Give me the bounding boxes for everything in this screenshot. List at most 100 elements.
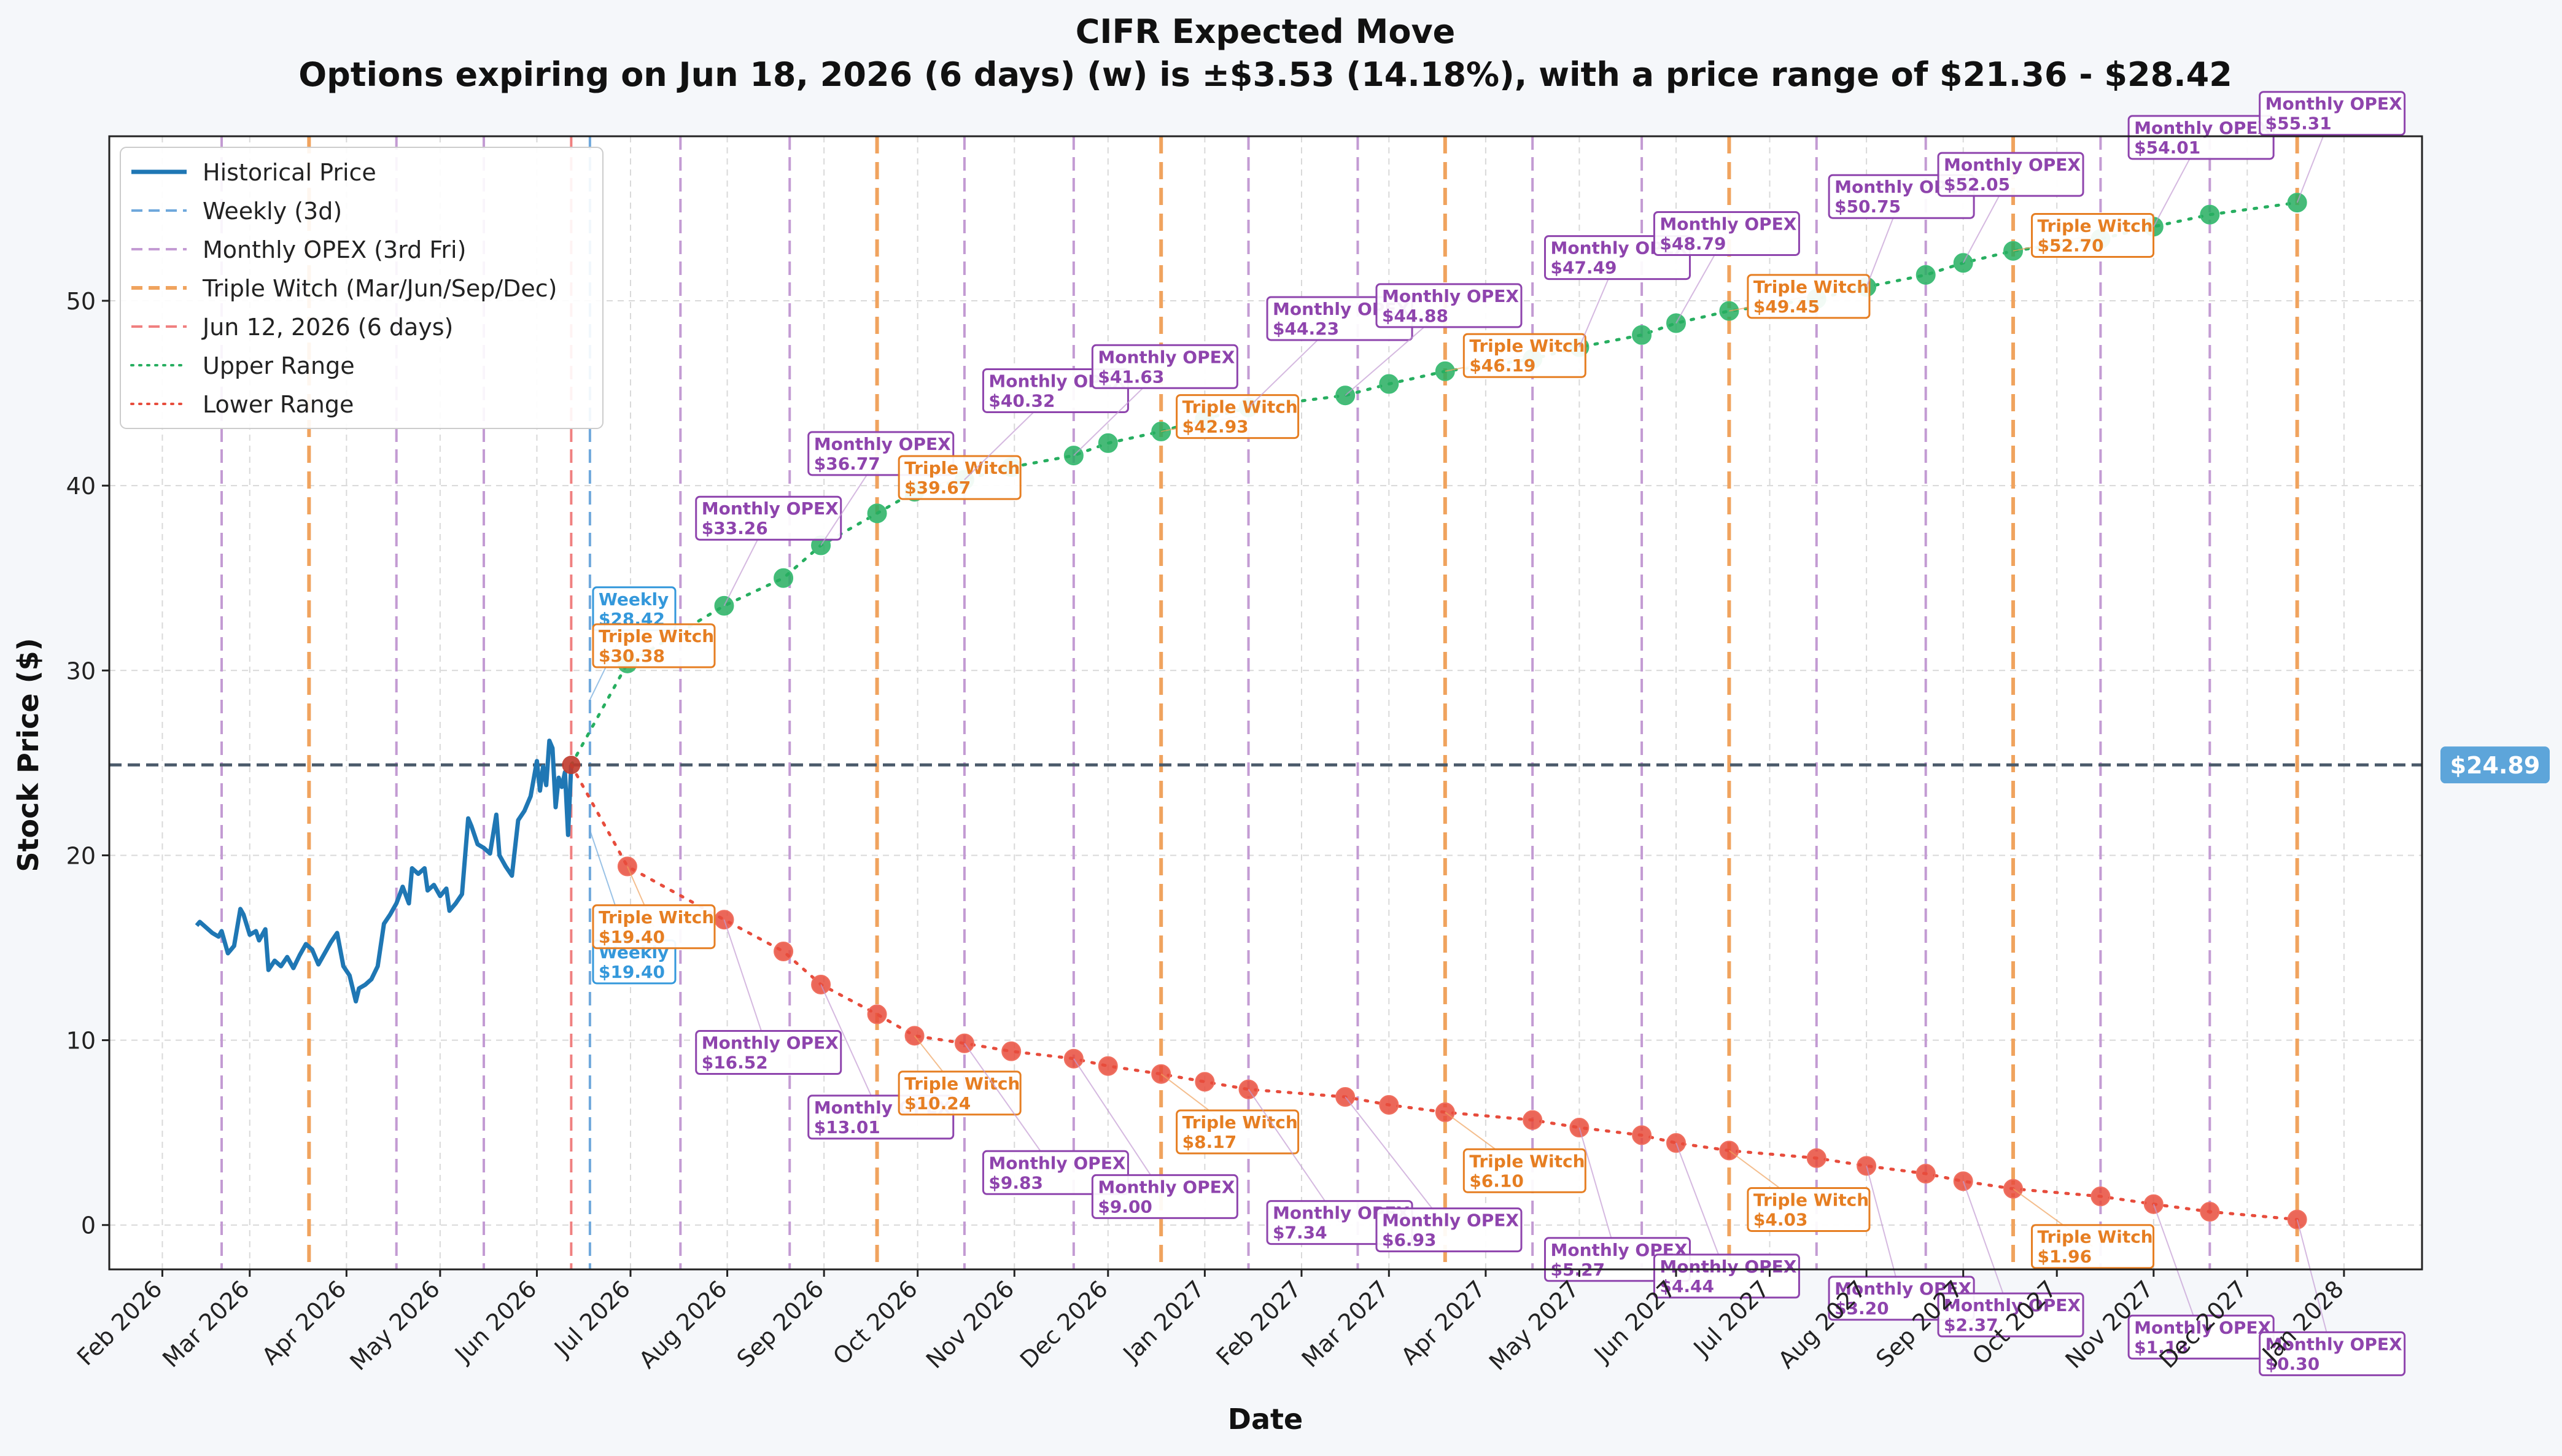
annotation-title: Monthly OPEX [2134, 118, 2271, 138]
chart-title: CIFR Expected Move [1076, 12, 1456, 51]
annotation-box [1176, 1109, 1300, 1155]
annotation-value: $52.05 [1944, 174, 2010, 195]
legend-box [120, 147, 604, 429]
annotation-title: Triple Witch [599, 907, 714, 927]
annotation-box [1375, 283, 1523, 328]
annotation-box [1937, 1292, 2084, 1338]
lower-range-point [1916, 1164, 1936, 1184]
annotation-title: Triple Witch [1182, 1112, 1298, 1133]
annotation-value: $7.34 [1273, 1223, 1327, 1243]
annotation-title: Triple Witch [1182, 397, 1298, 417]
annotation-title: Monthly OPEX [1944, 155, 2081, 175]
annotation-value: $19.40 [599, 927, 665, 947]
lower-range-point [1001, 1041, 1022, 1061]
lower-range-point [1379, 1094, 1399, 1115]
annotation-title: Triple Witch [1469, 336, 1585, 356]
annotation-value: $1.13 [2134, 1337, 2189, 1357]
annotation-box [1375, 1207, 1523, 1253]
annotation-box [1091, 1174, 1238, 1219]
annotation-value: $9.00 [1098, 1196, 1152, 1217]
annotation-box [1462, 333, 1586, 378]
y-tick-label: 20 [66, 842, 96, 869]
annotation-value: $16.52 [702, 1053, 768, 1073]
annotation-title: Monthly OPEX [988, 1153, 1125, 1173]
annotation-value: $36.77 [814, 454, 880, 474]
annotation-leader [1073, 1058, 1166, 1197]
legend-label: Lower Range [203, 391, 354, 418]
annotation-box [2127, 115, 2275, 160]
annotation-value: $4.44 [1659, 1276, 1714, 1296]
annotation-value: $40.32 [988, 390, 1055, 411]
annotation-value: $33.26 [702, 518, 768, 538]
annotation-box [2031, 212, 2155, 258]
annotation-title: Monthly OPEX [1944, 1295, 2081, 1315]
legend-label: Weekly (3d) [203, 198, 342, 225]
x-axis-label: Date [1228, 1403, 1303, 1436]
annotation-box [1747, 274, 1871, 319]
current-price-label: $24.89 [2450, 752, 2541, 779]
annotation-value: $41.63 [1098, 366, 1164, 387]
annotation-title: Monthly OPEX [1659, 1257, 1796, 1277]
annotation-value: $42.93 [1182, 417, 1249, 437]
annotation-box [1653, 1253, 1800, 1299]
y-tick-label: 40 [66, 473, 96, 500]
annotation-title: Weekly [599, 589, 669, 610]
y-tick-label: 10 [66, 1028, 96, 1055]
annotation-title: Monthly OPEX [702, 498, 839, 519]
annotation-title: Monthly OPEX [2265, 94, 2402, 114]
legend-label: Monthly OPEX (3rd Fri) [203, 236, 466, 263]
lower-range-point [1632, 1125, 1652, 1145]
lower-range-point [2200, 1202, 2220, 1222]
annotation-box [898, 1071, 1022, 1116]
annotation-title: Monthly OPEX [1659, 214, 1796, 234]
annotation-value: $1.96 [2038, 1247, 2092, 1267]
upper-range-point [1632, 325, 1652, 345]
annotation-value: $46.19 [1469, 355, 1535, 376]
annotation-title: Triple Witch [904, 1074, 1020, 1094]
annotation-value: $44.88 [1382, 306, 1448, 326]
annotation-title: Monthly OPEX [1382, 286, 1519, 306]
current-price-badge [2440, 746, 2550, 784]
annotation-value: $6.93 [1382, 1230, 1437, 1250]
plot-frame [108, 135, 2423, 1271]
annotation-value: $54.01 [2134, 137, 2200, 158]
annotation-title: Monthly OPEX [1098, 347, 1235, 367]
upper-range-point [2200, 204, 2220, 225]
annotation-value: $2.37 [1944, 1315, 1998, 1335]
annotation-box [695, 495, 842, 541]
y-tick-label: 50 [66, 288, 96, 315]
upper-range-point [867, 503, 887, 524]
annotation-value: $50.75 [1834, 196, 1901, 217]
annotation-title: Monthly OPEX [2265, 1334, 2402, 1354]
annotation-value: $10.24 [904, 1093, 971, 1113]
annotation-title: Monthly OPEX [1382, 1210, 1519, 1231]
legend-label: Triple Witch (Mar/Jun/Sep/Dec) [202, 275, 557, 302]
annotation-title: Triple Witch [2038, 1227, 2153, 1247]
annotation-box [2031, 1224, 2155, 1269]
annotation-value: $30.38 [599, 646, 665, 666]
annotation-title: Triple Witch [599, 626, 714, 646]
annotation-box [1937, 152, 2084, 197]
chart-subtitle: Options expiring on Jun 18, 2026 (6 days… [298, 55, 2232, 94]
annotation-value: $48.79 [1659, 233, 1726, 254]
annotation-title: Monthly OPEX [814, 434, 951, 454]
annotation-box [1462, 1148, 1586, 1193]
annotation-value: $47.49 [1550, 258, 1617, 278]
upper-range-point [1916, 265, 1936, 285]
annotation-box [695, 1030, 842, 1075]
annotation-value: $39.67 [904, 478, 971, 498]
annotation-title: Triple Witch [1469, 1151, 1585, 1171]
annotation-box [2259, 91, 2406, 136]
lower-range-point [1195, 1072, 1215, 1092]
annotation-value: $49.45 [1753, 296, 1820, 317]
historical-price-line [195, 738, 573, 1004]
annotation-title: Monthly OPEX [2134, 1317, 2271, 1338]
y-tick-label: 30 [66, 657, 96, 684]
annotation-value: $8.17 [1182, 1132, 1237, 1152]
lower-range-point [2090, 1187, 2111, 1207]
lower-range-point [867, 1004, 887, 1024]
annotation-box [1653, 211, 1800, 256]
annotation-value: $3.20 [1834, 1298, 1889, 1319]
annotation-title: Triple Witch [1753, 277, 1869, 297]
annotation-value: $6.10 [1469, 1171, 1524, 1191]
